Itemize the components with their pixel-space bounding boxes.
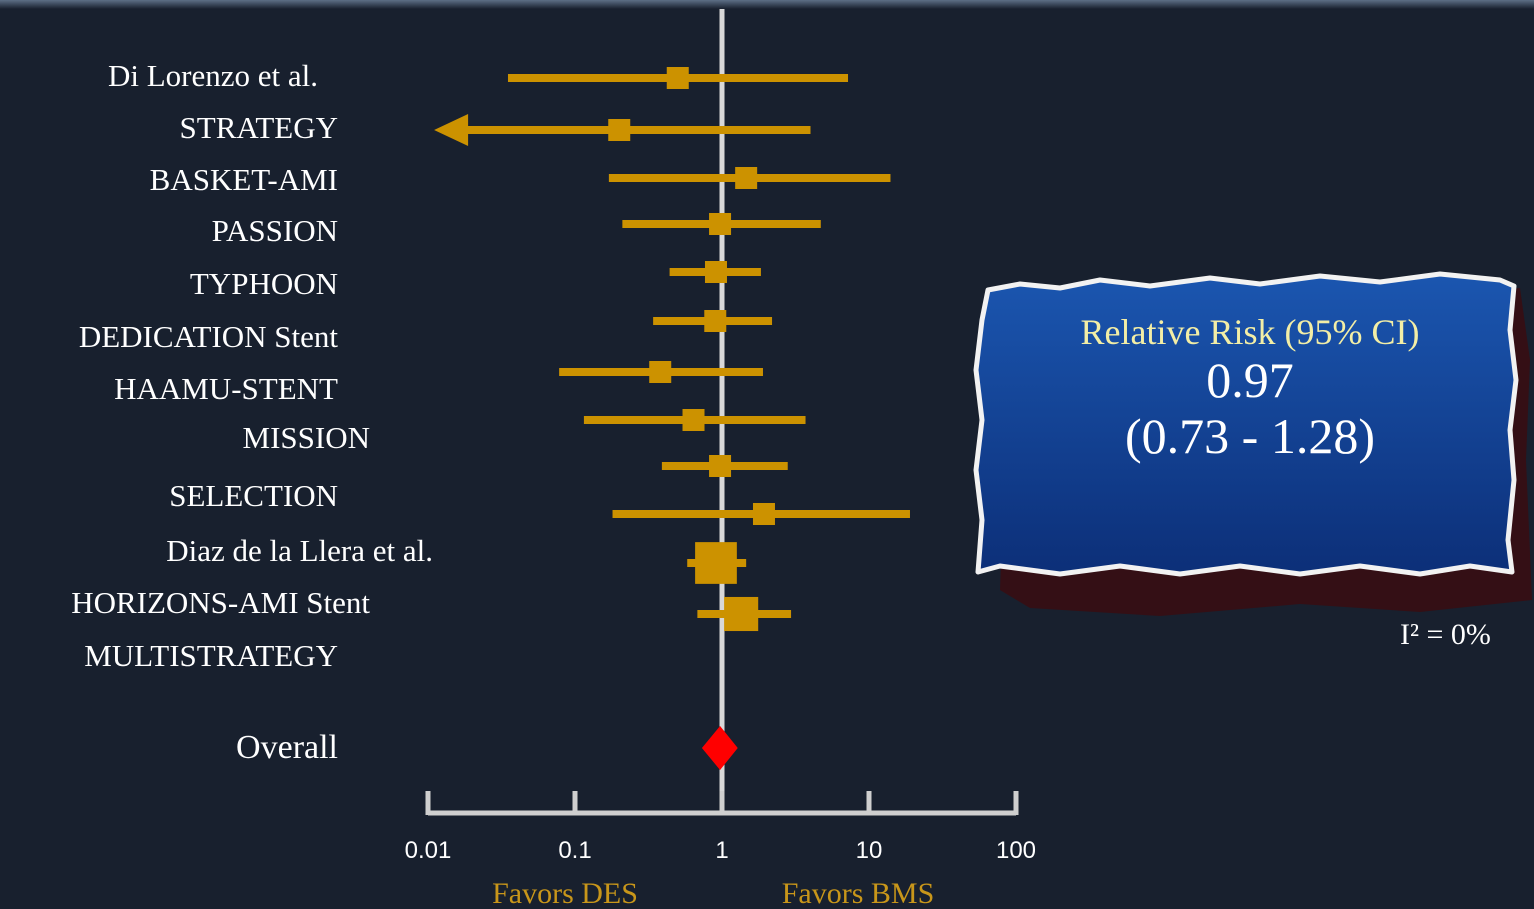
study-label: MISSION — [243, 420, 370, 455]
study-label: HORIZONS-AMI Stent — [71, 585, 370, 620]
study-label: STRATEGY — [180, 110, 338, 145]
study-label: DEDICATION Stent — [79, 319, 339, 354]
study-label: SELECTION — [169, 478, 338, 513]
overall-diamond — [701, 726, 738, 770]
point-estimate — [649, 361, 672, 383]
point-estimate — [695, 542, 737, 584]
study-label: Diaz de la Llera et al. — [166, 533, 433, 568]
x-tick-label: 1 — [715, 837, 728, 864]
point-estimate — [709, 213, 732, 235]
study-label: TYPHOON — [190, 266, 338, 301]
point-estimate — [682, 409, 705, 431]
heterogeneity: I² = 0% — [1400, 618, 1491, 651]
summary-box — [973, 271, 1519, 577]
ci-arrow — [434, 114, 469, 146]
x-tick-label: 10 — [856, 837, 883, 864]
top-bar — [0, 0, 1534, 9]
study-label: Di Lorenzo et al. — [108, 58, 318, 93]
study-label: PASSION — [212, 213, 338, 248]
study-label: BASKET-AMI — [150, 162, 338, 197]
study-label: MULTISTRATEGY — [84, 638, 338, 673]
overall-label: Overall — [236, 729, 338, 766]
favors-left: Favors DES — [492, 877, 638, 909]
point-estimate — [704, 310, 727, 332]
study-label: HAAMU-STENT — [114, 371, 338, 406]
summary-ci: (0.73 - 1.28) — [1125, 408, 1375, 464]
point-estimate — [752, 503, 775, 525]
point-estimate — [666, 67, 689, 89]
summary-title: Relative Risk (95% CI) — [1080, 312, 1420, 352]
point-estimate — [724, 596, 759, 632]
point-estimate — [608, 119, 631, 141]
point-estimate — [735, 167, 758, 189]
x-tick-label: 0.1 — [558, 837, 591, 864]
point-estimate — [709, 455, 732, 477]
summary-panel: Relative Risk (95% CI) 0.97 (0.73 - 1.28… — [1040, 312, 1460, 464]
x-tick-label: 0.01 — [405, 837, 452, 864]
x-tick-label: 100 — [996, 837, 1036, 864]
favors-right: Favors BMS — [782, 877, 935, 909]
point-estimate — [704, 261, 727, 283]
summary-estimate: 0.97 — [1206, 352, 1294, 408]
